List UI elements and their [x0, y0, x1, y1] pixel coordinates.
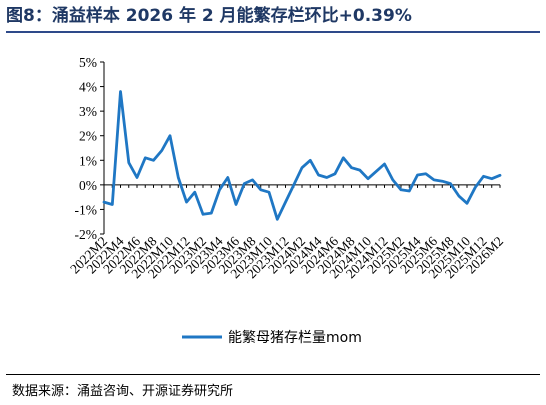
series-group — [102, 90, 502, 221]
y-axis: 5% 4% 3% 2% 1% 0% -1% -2% — [75, 55, 105, 242]
legend-label: 能繁母猪存栏量mom — [228, 330, 362, 346]
legend: 能繁母猪存栏量mom — [182, 330, 362, 346]
y-tick-label: -1% — [75, 202, 98, 217]
y-tick-label: 0% — [79, 178, 97, 193]
y-tick-label: -2% — [75, 227, 98, 242]
series-line-0 — [102, 90, 502, 221]
y-tick-label: 3% — [79, 104, 97, 119]
y-tick-label: 5% — [79, 55, 97, 70]
y-tick-label: 1% — [79, 153, 97, 168]
source-rule — [6, 374, 540, 375]
title-rule — [6, 31, 540, 33]
y-tick-label: 2% — [79, 129, 97, 144]
figure-title: 图8：涌益样本 2026 年 2 月能繁存栏环比+0.39% — [6, 6, 412, 26]
source-note: 数据来源：涌益咨询、开源证券研究所 — [12, 384, 234, 399]
y-tick-label: 4% — [79, 80, 97, 95]
line-chart: 5%4%3%2%1%0%-1%-2% 2022M22022M42022M6202… — [67, 55, 506, 346]
